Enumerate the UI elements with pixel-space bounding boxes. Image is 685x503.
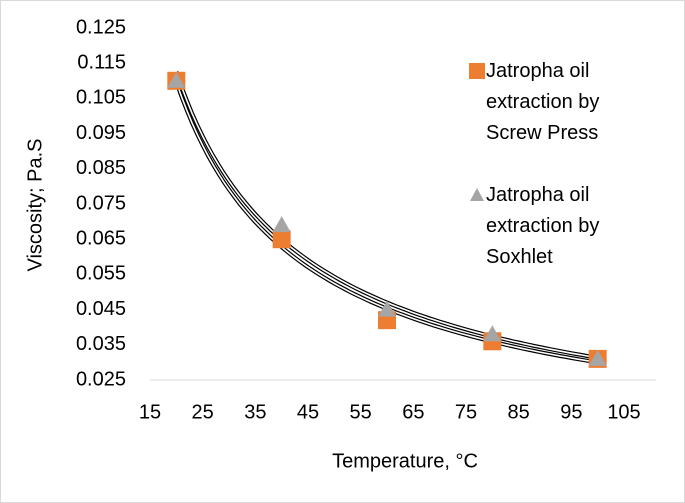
point (167, 71, 186, 88)
point (272, 230, 291, 249)
y-tick-label: 0.125 (76, 16, 126, 38)
legend-marker (470, 188, 484, 201)
point (483, 325, 502, 342)
y-tick-label: 0.075 (76, 192, 126, 214)
y-tick-label: 0.085 (76, 157, 126, 179)
y-tick-label: 0.025 (76, 368, 126, 390)
legend-label: Jatropha oil extraction by Soxhlet (486, 184, 600, 268)
x-tick-label: 55 (350, 401, 372, 423)
x-tick-label: 35 (244, 401, 266, 423)
y-tick-label: 0.095 (76, 122, 126, 144)
x-tick-label: 75 (455, 401, 477, 423)
y-tick-label: 0.065 (76, 227, 126, 249)
y-tick-label: 0.045 (76, 298, 126, 320)
y-tick-label: 0.055 (76, 263, 126, 285)
x-tick-label: 95 (560, 401, 582, 423)
x-tick-label: 25 (192, 401, 214, 423)
legend-label: Jatropha oil extraction by Screw Press (486, 60, 600, 144)
x-tick-label: 45 (297, 401, 319, 423)
legend-marker (469, 63, 485, 79)
y-axis-title: Viscosity; Pa.S (24, 138, 46, 271)
y-tick-label: 0.035 (76, 333, 126, 355)
y-tick-label: 0.105 (76, 87, 126, 109)
x-tick-label: 105 (607, 401, 640, 423)
x-axis-title: Temperature, °C (332, 450, 478, 472)
point (272, 216, 291, 233)
y-tick-label: 0.115 (77, 51, 126, 73)
point (378, 300, 396, 317)
point (588, 349, 607, 366)
x-tick-label: 15 (139, 401, 161, 423)
x-tick-label: 85 (508, 401, 530, 423)
x-tick-label: 65 (402, 401, 424, 423)
